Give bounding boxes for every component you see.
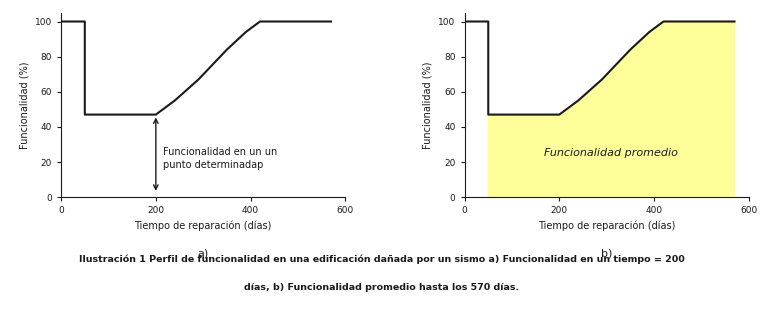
Text: a): a) xyxy=(198,249,209,259)
Text: Ilustración 1 Perfil de funcionalidad en una edificación dañada por un sismo a) : Ilustración 1 Perfil de funcionalidad en… xyxy=(79,254,685,264)
X-axis label: Tiempo de reparación (días): Tiempo de reparación (días) xyxy=(538,221,675,231)
Polygon shape xyxy=(488,22,734,197)
X-axis label: Tiempo de reparación (días): Tiempo de reparación (días) xyxy=(134,221,272,231)
Y-axis label: Funcionalidad (%): Funcionalidad (%) xyxy=(422,61,432,149)
Text: b): b) xyxy=(601,249,612,259)
Y-axis label: Funcionalidad (%): Funcionalidad (%) xyxy=(19,61,29,149)
Text: días, b) Funcionalidad promedio hasta los 570 días.: días, b) Funcionalidad promedio hasta lo… xyxy=(244,283,520,292)
Text: Funcionalidad en un un
punto determinadap: Funcionalidad en un un punto determinada… xyxy=(163,147,277,170)
Text: Funcionalidad promedio: Funcionalidad promedio xyxy=(545,148,678,158)
